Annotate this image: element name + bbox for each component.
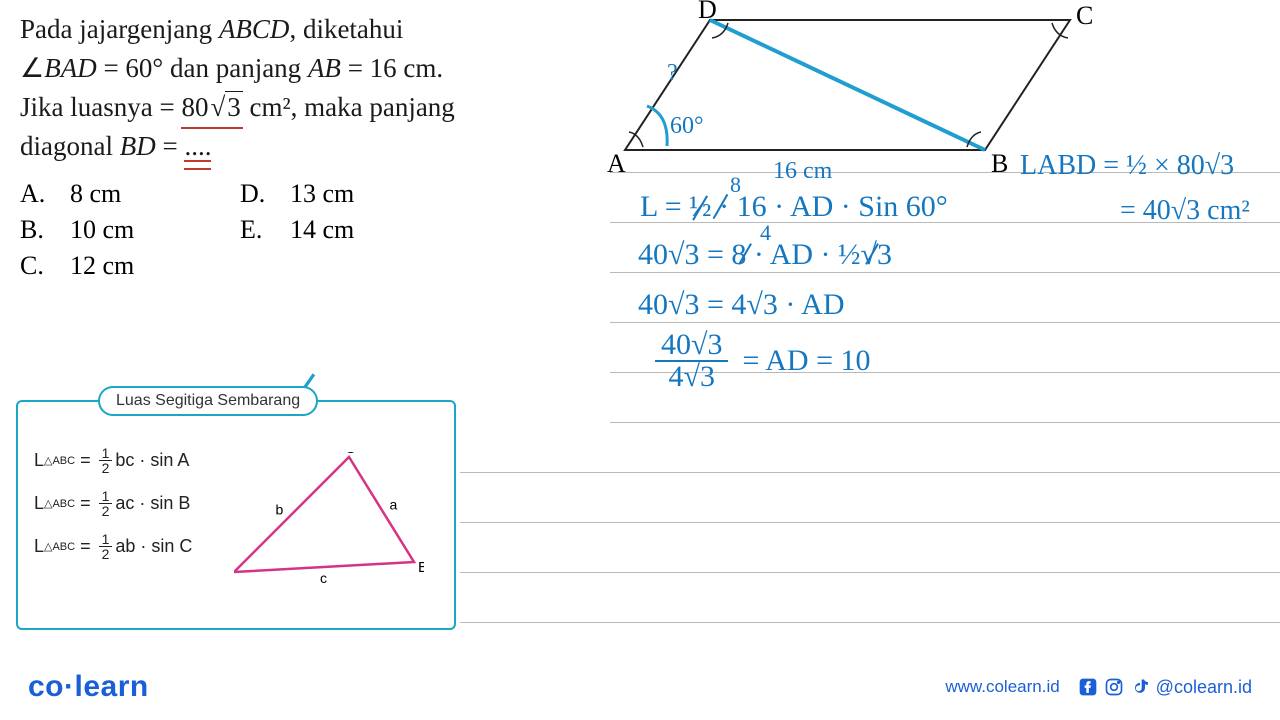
opt-c-val: 12 cm — [70, 251, 134, 281]
opt-d-val: 13 cm — [290, 179, 354, 209]
problem-text: Pada jajargenjang ABCD, diketahui ∠BAD =… — [20, 10, 600, 167]
mini-triangle: A B C a b c — [234, 452, 424, 592]
t2e: = 16 cm. — [341, 53, 443, 83]
svg-text:a: a — [390, 497, 398, 513]
t3val: 803 — [181, 88, 242, 127]
opt-a-val: 8 cm — [70, 179, 121, 209]
tiktok-icon — [1130, 677, 1150, 697]
formula-title: Luas Segitiga Sembarang — [98, 386, 318, 416]
svg-text:b: b — [276, 502, 284, 518]
svg-text:C: C — [345, 452, 356, 457]
t3c: cm², maka panjang — [243, 92, 455, 122]
opt-c-label: C. — [20, 251, 50, 281]
svg-text:C: C — [1076, 1, 1093, 30]
svg-text:A: A — [607, 149, 626, 178]
t1c: , diketahui — [289, 14, 403, 44]
work-right2: = 40√3 cm² — [1120, 195, 1250, 227]
work-right1: LABD = ½ × 80√3 — [1020, 150, 1234, 182]
opt-e-val: 14 cm — [290, 215, 354, 245]
t4a: diagonal — [20, 131, 120, 161]
opt-b-label: B. — [20, 215, 50, 245]
t3a: Jika luasnya = — [20, 92, 181, 122]
angle-60: 60° — [670, 113, 704, 140]
footer: co·learn www.colearn.id @colearn.id — [0, 670, 1280, 704]
t1a: Pada jajargenjang — [20, 14, 219, 44]
opt-a-label: A. — [20, 179, 50, 209]
social-icons: @colearn.id — [1078, 677, 1252, 698]
t4blank: .... — [184, 127, 211, 166]
work-line4: 40√3 4√3 = AD = 10 — [655, 330, 870, 392]
formula-box: Luas Segitiga Sembarang L△ABC = 12bc · s… — [16, 400, 456, 630]
t4b: BD — [120, 131, 156, 161]
problem-block: Pada jajargenjang ABCD, diketahui ∠BAD =… — [20, 10, 600, 281]
opt-d-label: D. — [240, 179, 270, 209]
work-line3: 40√3 = 4√3 · AD — [638, 288, 845, 322]
t1b: ABCD — [219, 14, 290, 44]
footer-url: www.colearn.id — [945, 677, 1059, 697]
t4c: = — [156, 131, 185, 161]
work-line2: 40√3 = 8 · AD · ½√3 4 — [638, 238, 892, 272]
t2b: BAD — [44, 53, 96, 83]
svg-text:D: D — [698, 0, 717, 24]
instagram-icon — [1104, 677, 1124, 697]
options-grid: A. 8 cm D. 13 cm B. 10 cm E. 14 cm C. 12 cm — [20, 179, 600, 281]
t2d: AB — [308, 53, 341, 83]
svg-text:B: B — [418, 559, 424, 576]
opt-e-label: E. — [240, 215, 270, 245]
t2a: ∠ — [20, 53, 44, 83]
svg-text:c: c — [320, 570, 327, 586]
ab-16cm: 16 cm — [773, 158, 832, 185]
q-mark: ? — [667, 60, 678, 87]
t2c: = 60° dan panjang — [97, 53, 308, 83]
work-line1: L = ½ · 16 · AD · Sin 60° 8 — [640, 190, 948, 224]
brand-logo: co·learn — [28, 670, 149, 704]
opt-b-val: 10 cm — [70, 215, 134, 245]
svg-text:B: B — [991, 149, 1008, 178]
facebook-icon — [1078, 677, 1098, 697]
footer-handle: @colearn.id — [1156, 677, 1252, 698]
